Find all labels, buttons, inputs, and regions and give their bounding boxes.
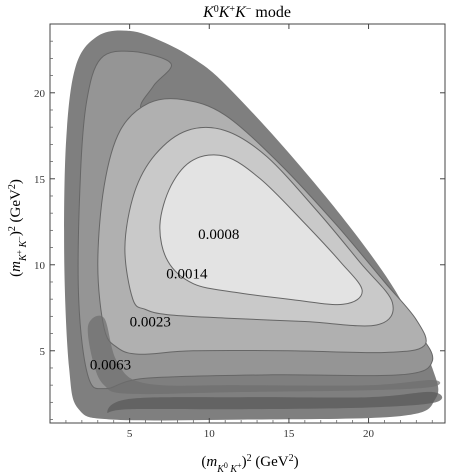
x-tick-label: 15: [283, 428, 295, 440]
y-tick-label: 15: [34, 174, 46, 186]
y-tick-label: 20: [34, 88, 46, 100]
contour-level-label: 0.0023: [130, 315, 171, 331]
contour-band-dark: [107, 391, 443, 414]
contour-region: [64, 30, 443, 421]
axis-ticks: 5 10 15 20 5 10 15 20: [34, 24, 445, 440]
contour-level-label: 0.0014: [166, 267, 208, 283]
contour-band-inner: [159, 154, 363, 306]
chart-title: K0K+K− mode: [202, 4, 291, 22]
x-tick-label: 20: [363, 428, 375, 440]
contour-level-label: 0.0008: [198, 227, 239, 243]
y-axis-label: (mK+ K−)2 (GeV2): [7, 179, 29, 277]
contour-level-label: 0.0063: [90, 358, 131, 374]
contour-band-dark-2: [87, 315, 441, 395]
x-tick-label: 5: [127, 428, 133, 440]
contour-labels: 0.0063 0.0023 0.0014 0.0008: [90, 227, 240, 374]
x-axis-label: (mK0 K+)2 (GeV2): [201, 453, 298, 475]
x-tick-label: 10: [204, 428, 216, 440]
y-tick-label: 5: [40, 346, 46, 358]
y-tick-label: 10: [34, 260, 46, 272]
